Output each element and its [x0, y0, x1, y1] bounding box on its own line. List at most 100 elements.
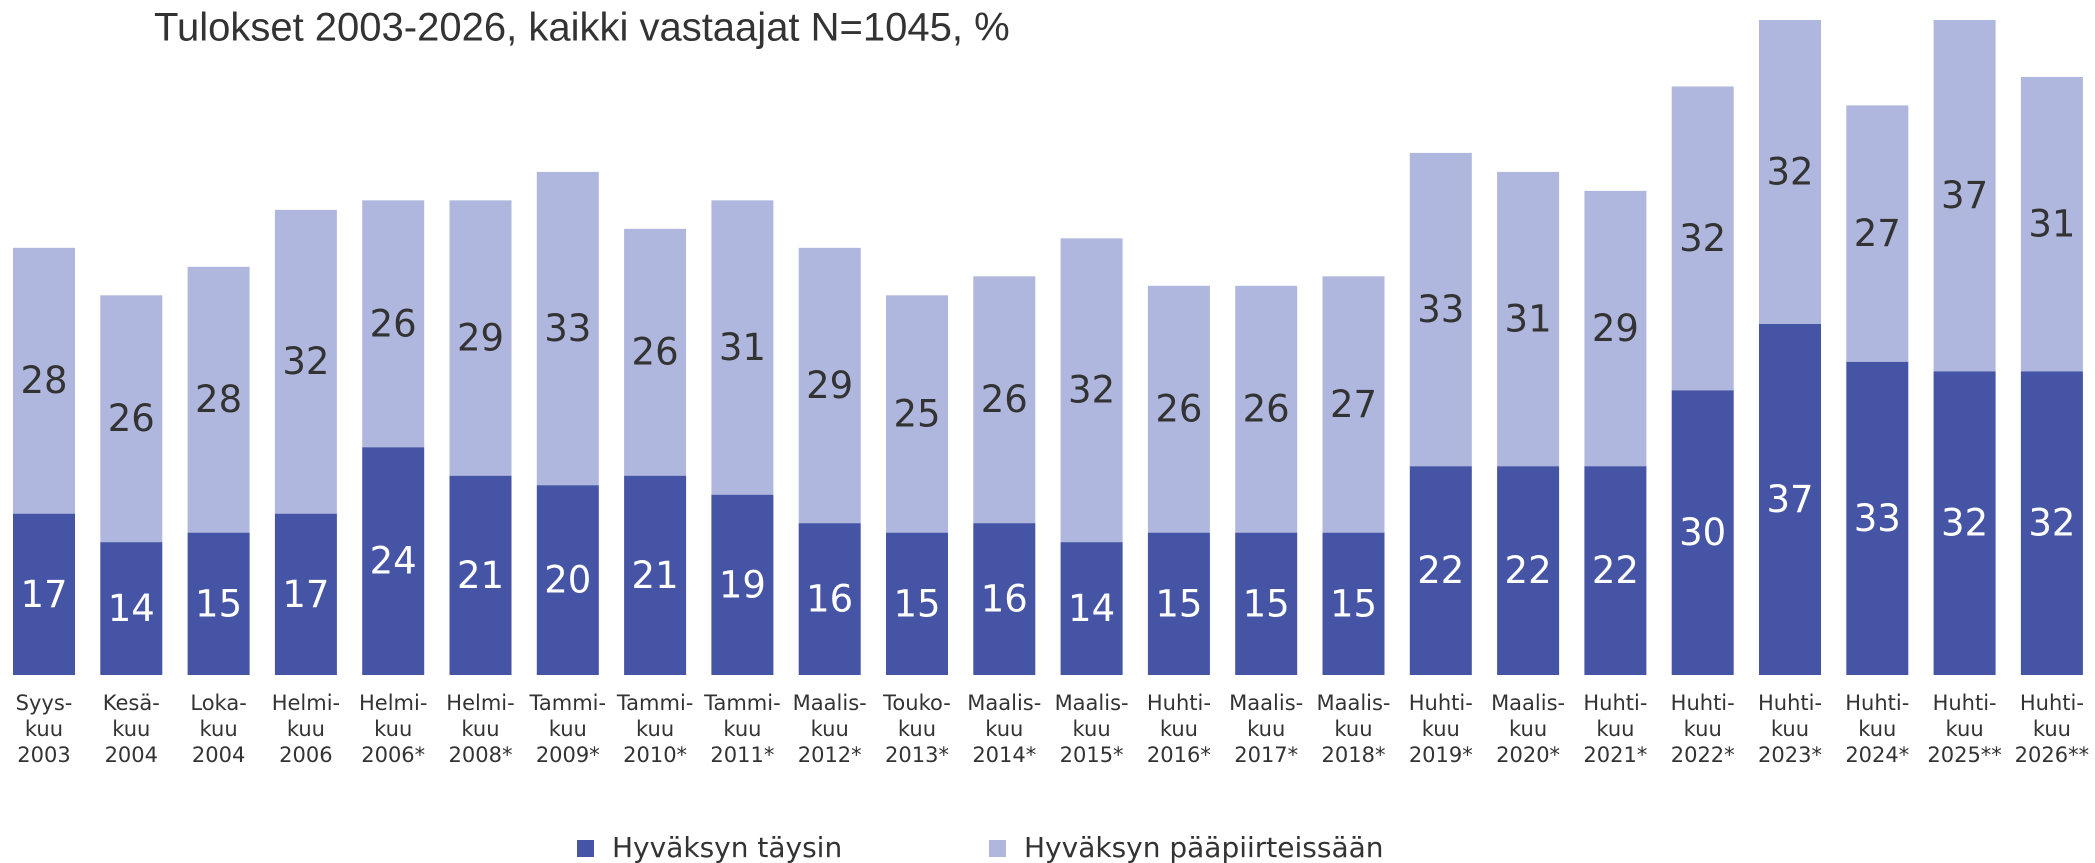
chart-title: Tulokset 2003-2026, kaikki vastaajat N=1… — [154, 6, 1010, 50]
x-tick-label: kuu — [1684, 717, 1722, 741]
value-label: 26 — [632, 331, 679, 374]
x-tick-label: kuu — [1771, 717, 1809, 741]
x-tick-label: Maalis- — [967, 691, 1041, 715]
x-tick-label: 2025** — [1927, 743, 2001, 767]
x-tick-label: Helmi- — [446, 691, 514, 715]
x-tick-label: Syys- — [16, 691, 73, 715]
value-label: 31 — [719, 326, 766, 369]
value-label: 33 — [544, 307, 591, 350]
value-label: 32 — [2028, 502, 2075, 545]
value-label: 15 — [1155, 582, 1202, 625]
x-tick-label: 2018* — [1322, 743, 1386, 767]
value-label: 31 — [1505, 298, 1552, 341]
value-label: 17 — [20, 573, 67, 616]
bar-segment — [798, 247, 861, 524]
x-tick-label: Maalis- — [1229, 691, 1303, 715]
bar-segment — [886, 295, 948, 533]
value-label: 16 — [981, 578, 1028, 621]
x-tick-label: kuu — [461, 717, 499, 741]
value-label: 16 — [806, 578, 853, 621]
value-label: 32 — [1068, 369, 1115, 412]
bar-segment — [1671, 390, 1734, 675]
bar-segment — [274, 513, 337, 675]
x-tick-label: 2006 — [279, 743, 332, 767]
legend-label: Hyväksyn täysin — [612, 831, 842, 863]
legend-swatch — [989, 840, 1006, 857]
value-label: 22 — [1417, 549, 1464, 592]
value-label: 15 — [195, 582, 242, 625]
x-tick-label: Kesä- — [103, 691, 160, 715]
value-label: 14 — [1068, 587, 1115, 630]
x-tick-label: kuu — [1858, 717, 1896, 741]
x-tick-label: 2003 — [17, 743, 70, 767]
x-tick-label: kuu — [1160, 717, 1198, 741]
value-label: 26 — [1155, 388, 1202, 431]
bar-segment — [1147, 285, 1210, 533]
value-label: 32 — [282, 340, 329, 383]
bar-segment — [187, 266, 250, 533]
x-tick-label: Huhti- — [1147, 691, 1211, 715]
value-label: 33 — [1417, 288, 1464, 331]
x-tick-label: kuu — [25, 717, 63, 741]
bar-segment — [1235, 285, 1298, 533]
bar-segment — [1933, 371, 1996, 675]
x-tick-label: Maalis- — [1491, 691, 1565, 715]
value-label: 26 — [108, 397, 155, 440]
x-tick-label: 2004 — [105, 743, 158, 767]
bar-segment — [1846, 105, 1909, 362]
value-label: 30 — [1679, 511, 1726, 554]
value-label: 22 — [1505, 549, 1552, 592]
value-label: 14 — [108, 587, 155, 630]
x-tick-label: Huhti- — [1845, 691, 1909, 715]
x-tick-label: 2021* — [1583, 743, 1647, 767]
value-label: 17 — [282, 573, 329, 616]
value-label: 19 — [719, 563, 766, 606]
value-label: 26 — [370, 302, 417, 345]
value-label: 29 — [457, 317, 504, 360]
x-tick-label: 2010* — [623, 743, 687, 767]
bar-segment — [624, 228, 687, 476]
value-label: 15 — [893, 582, 940, 625]
x-tick-label: 2015* — [1060, 743, 1124, 767]
x-tick-label: Huhti- — [1409, 691, 1473, 715]
bar-segment — [1060, 238, 1123, 543]
bar-segment — [1759, 323, 1821, 675]
x-tick-label: Huhti- — [1671, 691, 1735, 715]
bar-segment — [2020, 371, 2083, 675]
x-tick-label: kuu — [985, 717, 1023, 741]
value-label: 20 — [544, 559, 591, 602]
x-tick-label: kuu — [200, 717, 238, 741]
value-label: 29 — [1592, 307, 1639, 350]
bar-segment — [1497, 466, 1560, 675]
value-label: 26 — [1243, 388, 1290, 431]
x-tick-label: 2026** — [2015, 743, 2089, 767]
value-label: 28 — [195, 378, 242, 421]
bar-segment — [1235, 532, 1298, 675]
bar-segment — [1409, 152, 1472, 467]
x-tick-label: kuu — [287, 717, 325, 741]
x-tick-label: kuu — [549, 717, 587, 741]
bar-segment — [1322, 532, 1385, 675]
bar-segment — [362, 200, 425, 448]
value-label: 28 — [20, 359, 67, 402]
x-tick-label: kuu — [1509, 717, 1547, 741]
bar-segment — [362, 447, 425, 675]
bar-segment — [13, 513, 75, 675]
bar-segment — [449, 200, 512, 476]
value-label: 33 — [1854, 497, 1901, 540]
bar-segment — [100, 295, 163, 543]
bar-segment — [1846, 361, 1909, 675]
bar-segment — [13, 247, 75, 514]
x-tick-label: kuu — [898, 717, 936, 741]
value-label: 32 — [1766, 150, 1813, 193]
bar-segment — [1933, 20, 1996, 372]
x-tick-label: kuu — [1596, 717, 1634, 741]
x-tick-label: kuu — [2033, 717, 2071, 741]
x-tick-label: kuu — [1247, 717, 1285, 741]
bar-segment — [973, 523, 1036, 675]
bar-segment — [711, 494, 774, 675]
value-label: 15 — [1330, 582, 1377, 625]
bar-segment — [798, 523, 861, 675]
bar-segment — [449, 475, 512, 675]
